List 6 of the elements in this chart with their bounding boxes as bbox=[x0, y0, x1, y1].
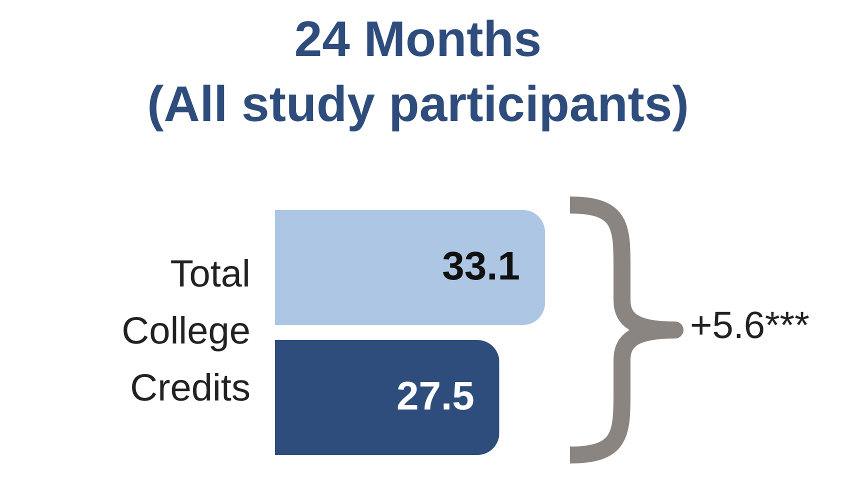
chart-subtitle: (All study participants) bbox=[146, 75, 690, 133]
data-label: 33.1 bbox=[442, 244, 520, 289]
text: +5.6*** bbox=[690, 305, 810, 348]
chart-title: 24 Months bbox=[293, 10, 543, 68]
y-tick-label: Total College Credits bbox=[122, 254, 250, 410]
data-label: 27.5 bbox=[396, 374, 474, 418]
